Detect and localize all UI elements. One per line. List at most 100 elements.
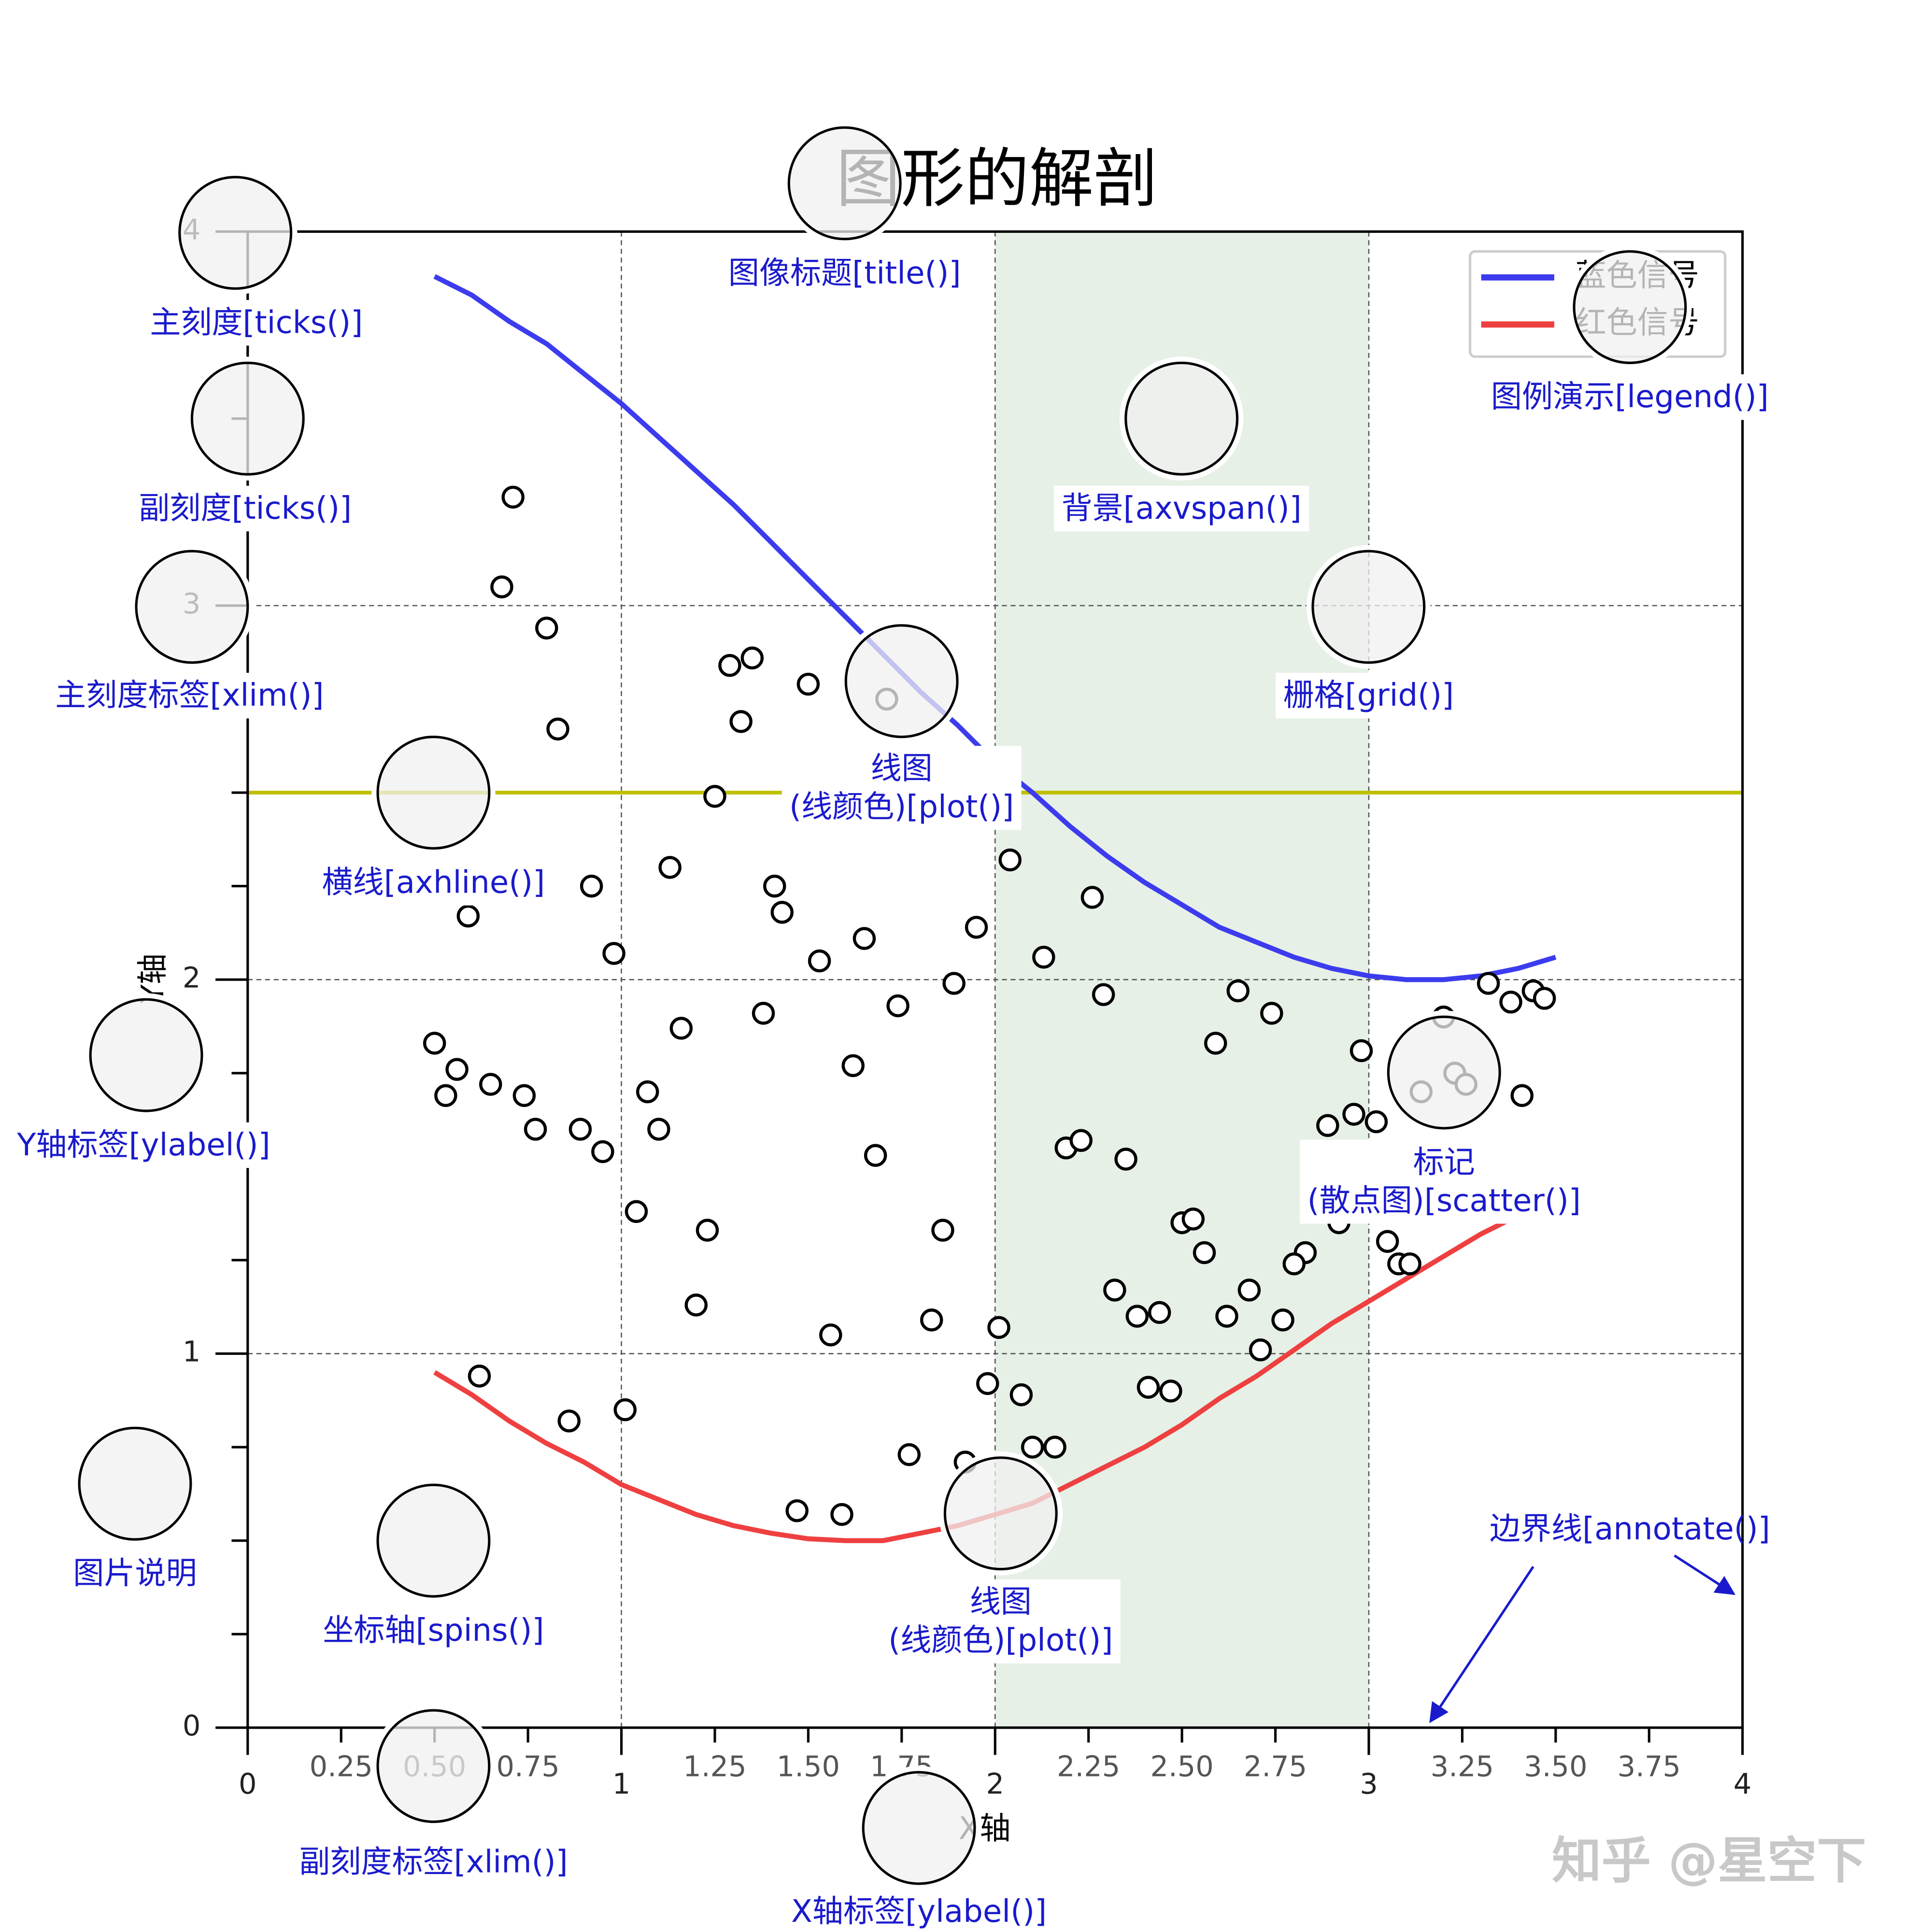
annotation-box [291,1839,576,1885]
annotation: 线图(线颜色)[plot()] [781,746,1022,830]
scatter-point [568,1118,592,1141]
watermark: 知乎 @星空下 [1552,1832,1866,1889]
scatter-point [636,1080,659,1104]
scatter-point [819,1323,842,1347]
annotation-box [881,1579,1121,1663]
annotation-text: 横线[axhline()] [322,865,545,900]
scatter-point [602,942,625,965]
annotation-box [781,746,1022,830]
x-minor-tick-label: 1.50 [777,1750,840,1783]
annotation-circle-halo [1568,245,1692,369]
scatter-point [785,1499,809,1522]
scatter-point [557,1409,581,1433]
annotation-circle [787,126,902,241]
annotation: 边界线[annotate()] [1490,1511,1770,1547]
scatter-point [625,1200,648,1223]
x-tick-label: 4 [1733,1767,1752,1801]
annotation: 横线[axhline()] [314,860,553,906]
annotation-circle-halo [857,1766,981,1890]
y-tick-label: 2 [183,961,201,994]
scatter-point [684,1293,708,1317]
scatter-point [445,1058,469,1081]
annotation-circle [376,736,491,850]
scatter-point [864,1144,887,1167]
annotation-box [315,1607,552,1654]
annotation-box [131,485,359,532]
scatter-point [1069,1129,1093,1152]
scatter-point [696,1219,719,1242]
scatter-point [1009,1383,1033,1406]
scatter-point [1342,1103,1365,1126]
annotation: 副刻度标签[xlim()] [291,1839,576,1885]
annotation-text: 坐标轴[spins()] [323,1613,544,1648]
scatter-point [1181,1208,1205,1231]
annotation-box [1276,672,1462,719]
scatter-point [752,1002,775,1025]
scatter-point [1114,1148,1137,1171]
scatter-point [490,575,513,598]
annotation-text: (线颜色)[plot()] [888,1623,1113,1659]
scatter-point [1204,1032,1227,1055]
annotation: 图像标题[title()] [721,250,968,297]
annotation: 背景[axvspan()] [1054,485,1309,532]
annotation-circle [376,1483,491,1598]
scatter-point [524,1118,547,1141]
annotation: 栅格[grid()] [1276,672,1462,719]
scatter-point [1092,983,1115,1006]
scatter-point [763,874,786,898]
annotation: Y轴标签[ylabel()] [9,1122,278,1168]
scatter-point [770,901,794,924]
scatter-point [669,1017,693,1040]
scatter-point [1136,1376,1160,1399]
x-tick-label: 3 [1360,1767,1378,1801]
annotation-box [721,250,968,297]
scatter-point [1510,1084,1534,1107]
annotation-box [783,1889,1054,1932]
annotation: 主刻度[ticks()] [142,300,370,346]
scatter-point [1398,1252,1421,1276]
annotation: 标记(散点图)[scatter()] [1300,1139,1589,1224]
annotation-circle [190,361,305,476]
annotation-circle-halo [371,1704,496,1828]
scatter-point [1159,1379,1182,1403]
scatter-point [658,856,682,879]
annotation-text: 标记 [1413,1145,1475,1180]
annotation: 主刻度标签[xlim()] [47,672,331,719]
scatter-point [1021,1435,1044,1459]
scatter-point [1148,1301,1171,1324]
annotation-circle-halo [371,730,496,855]
x-minor-tick-label: 3.25 [1431,1750,1494,1783]
scatter-point [591,1140,614,1164]
annotation-circle-halo [173,170,298,295]
annotation-circle-halo [1119,356,1244,481]
y-tick-label: 0 [183,1709,201,1742]
annotation-text: 主刻度标签[xlim()] [55,678,324,713]
annotation-box [1300,1139,1589,1224]
scatter-point [1364,1110,1388,1134]
annotation-text: 线图 [871,751,933,786]
scatter-point [501,485,525,509]
annotation-circle [844,624,959,739]
scatter-point [468,1364,491,1388]
scatter-point [1376,1230,1399,1253]
scatter-point [987,1316,1010,1339]
annotation-circle [376,1709,491,1823]
scatter-point [1316,1114,1339,1137]
scatter-point [729,710,753,733]
x-minor-tick-label: 0.25 [310,1750,373,1783]
annotation-circle-halo [371,1478,496,1603]
annotation-text: 副刻度标签[xlim()] [299,1845,568,1880]
annotation: 线图(线颜色)[plot()] [881,1579,1121,1663]
scatter-point [1215,1305,1238,1328]
annotation: 图例演示[legend()] [1483,374,1776,420]
scatter-point [931,1219,954,1242]
annotation-text: 边界线[annotate()] [1490,1511,1770,1547]
annotation-circle-halo [938,1451,1063,1576]
scatter-point [897,1443,921,1466]
annotation-text: 主刻度[ticks()] [150,305,363,341]
annotation-text: 图例演示[legend()] [1491,379,1769,415]
scatter-point [512,1084,536,1107]
annotation-text: X轴标签[ylabel()] [791,1894,1047,1930]
annotation-arrow [1429,1566,1534,1723]
annotation-circle-halo [1382,1010,1506,1135]
